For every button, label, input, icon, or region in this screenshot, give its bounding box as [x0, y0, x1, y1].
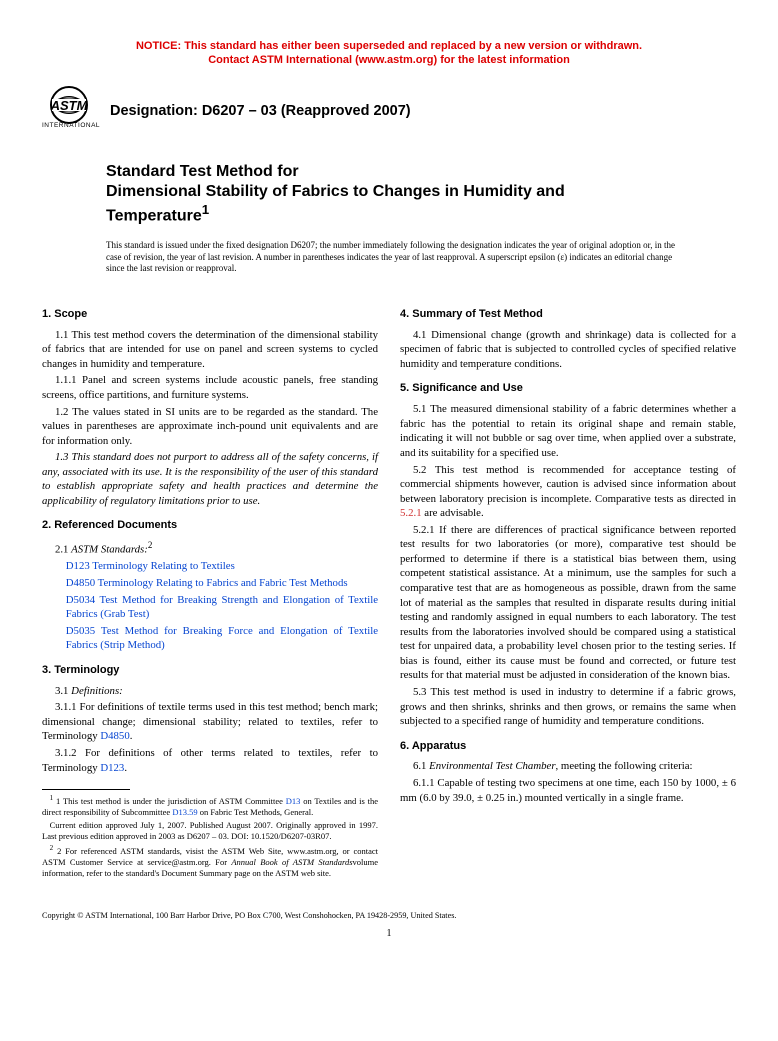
standard-title: Standard Test Method for Dimensional Sta… — [106, 162, 666, 226]
ref-link[interactable]: D5034 — [66, 594, 95, 606]
astm-logo: ASTM INTERNATIONAL — [42, 86, 96, 136]
footnote-1b: Current edition approved July 1, 2007. P… — [42, 820, 378, 842]
para-3-1-2: 3.1.2 For definitions of other terms rel… — [42, 746, 378, 775]
copyright: Copyright © ASTM International, 100 Barr… — [42, 911, 736, 920]
para-6-1-1: 6.1.1 Capable of testing two specimens a… — [400, 776, 736, 805]
title-footnote-ref: 1 — [202, 202, 209, 217]
para-4-1: 4.1 Dimensional change (growth and shrin… — [400, 328, 736, 372]
para-1-2: 1.2 The values stated in SI units are to… — [42, 405, 378, 449]
para-5-2-1: 5.2.1 If there are differences of practi… — [400, 523, 736, 683]
ref-item: D5035 Test Method for Breaking Force and… — [42, 624, 378, 653]
body-columns: 1. Scope 1.1 This test method covers the… — [42, 297, 736, 881]
notice-banner: NOTICE: This standard has either been su… — [42, 40, 736, 68]
designation: Designation: D6207 – 03 (Reapproved 2007… — [110, 103, 411, 119]
footnote-2: 2 2 For referenced ASTM standards, visis… — [42, 844, 378, 879]
cross-ref-link[interactable]: 5.2.1 — [400, 507, 422, 519]
footnote-1: 1 1 This test method is under the jurisd… — [42, 794, 378, 818]
para-1-1-1: 1.1.1 Panel and screen systems include a… — [42, 373, 378, 402]
title-prefix: Standard Test Method for — [106, 163, 299, 180]
ref-link[interactable]: D123 — [66, 560, 90, 572]
ref-item: D5034 Test Method for Breaking Strength … — [42, 593, 378, 622]
para-5-3: 5.3 This test method is used in industry… — [400, 685, 736, 729]
title-main: Dimensional Stability of Fabrics to Chan… — [106, 183, 565, 224]
ref-link[interactable]: D13.59 — [172, 807, 197, 817]
ref-link[interactable]: D123 — [100, 762, 124, 774]
para-5-1: 5.1 The measured dimensional stability o… — [400, 402, 736, 460]
para-1-1: 1.1 This test method covers the determin… — [42, 328, 378, 372]
ref-link[interactable]: D4850 — [66, 577, 95, 589]
section-3-heading: 3. Terminology — [42, 663, 378, 678]
ref-link[interactable]: D13 — [286, 796, 301, 806]
footnote-rule — [42, 789, 130, 790]
section-2-heading: 2. Referenced Documents — [42, 518, 378, 533]
svg-text:ASTM: ASTM — [50, 98, 89, 113]
para-2-1: 2.1 ASTM Standards:2 — [42, 539, 378, 557]
para-5-2: 5.2 This test method is recommended for … — [400, 463, 736, 521]
para-3-1: 3.1 Definitions: — [42, 684, 378, 699]
para-6-1: 6.1 Environmental Test Chamber, meeting … — [400, 759, 736, 774]
para-3-1-1: 3.1.1 For definitions of textile terms u… — [42, 700, 378, 744]
section-1-heading: 1. Scope — [42, 307, 378, 322]
ref-link[interactable]: D4850 — [100, 730, 129, 742]
section-5-heading: 5. Significance and Use — [400, 381, 736, 396]
ref-link[interactable]: D5035 — [66, 625, 95, 637]
logo-subtext: INTERNATIONAL — [42, 122, 96, 129]
section-4-heading: 4. Summary of Test Method — [400, 307, 736, 322]
preliminary-note: This standard is issued under the fixed … — [106, 240, 686, 275]
para-1-3: 1.3 This standard does not purport to ad… — [42, 450, 378, 508]
ref-item: D4850 Terminology Relating to Fabrics an… — [42, 576, 378, 591]
page-number: 1 — [42, 928, 736, 939]
notice-line1: NOTICE: This standard has either been su… — [136, 40, 642, 52]
notice-line2: Contact ASTM International (www.astm.org… — [208, 54, 570, 66]
ref-item: D123 Terminology Relating to Textiles — [42, 559, 378, 574]
section-6-heading: 6. Apparatus — [400, 739, 736, 754]
